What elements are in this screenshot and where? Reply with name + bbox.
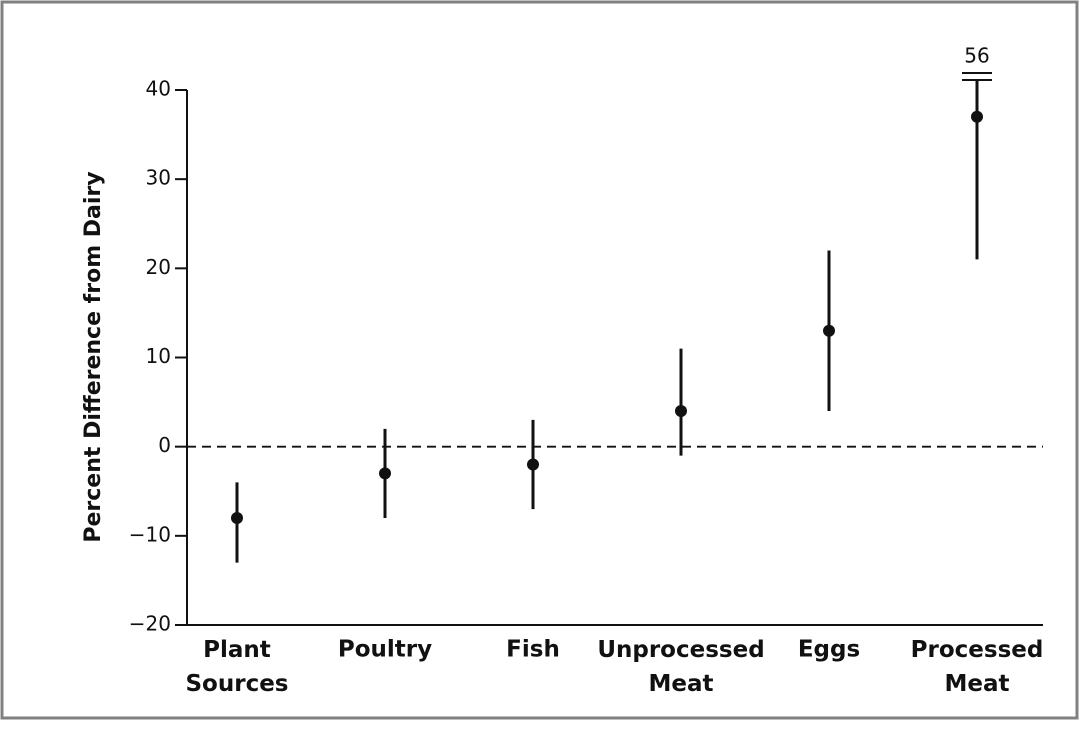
point — [675, 405, 687, 417]
off-scale-label: 56 — [964, 44, 989, 68]
y-tick-label: 10 — [146, 344, 171, 368]
x-tick-label: Poultry — [338, 637, 432, 663]
x-tick-label: Processed Meat — [911, 637, 1044, 697]
y-tick-label: −10 — [129, 522, 171, 546]
x-tick-label: Unprocessed Meat — [597, 637, 764, 697]
y-tick-label: 0 — [158, 433, 171, 457]
y-tick-label: 30 — [146, 166, 171, 190]
point — [971, 110, 983, 123]
y-axis-label: Percent Difference from Dairy — [81, 171, 106, 542]
x-tick-label: Plant Sources — [185, 637, 288, 697]
point — [231, 512, 243, 524]
y-tick-label: 20 — [146, 255, 171, 279]
point — [379, 467, 391, 480]
point — [823, 324, 835, 337]
point — [527, 458, 539, 471]
y-tick-label: 40 — [146, 77, 171, 101]
x-tick-label: Fish — [506, 637, 560, 663]
x-tick-label: Eggs — [798, 637, 860, 663]
y-tick-label: −20 — [129, 612, 171, 636]
